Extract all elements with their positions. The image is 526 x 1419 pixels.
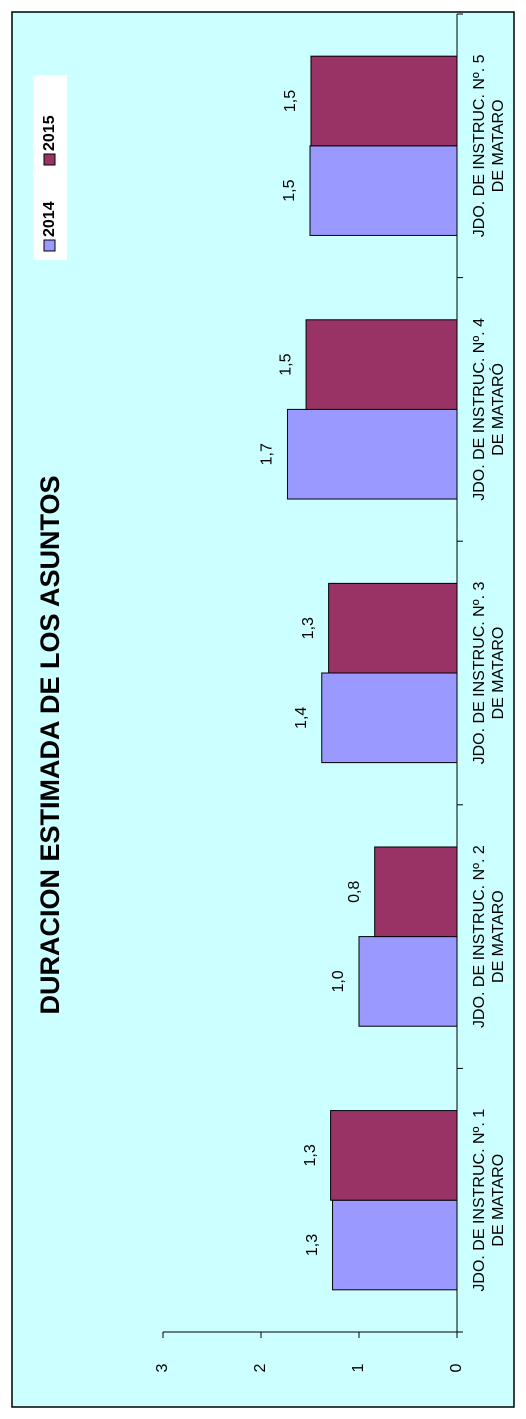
value-label: 1,7	[259, 443, 276, 465]
x-tick-label: JDO. DE INSTRUC. Nº. 4	[471, 318, 488, 501]
bar	[305, 319, 458, 410]
y-tick-label: 3	[154, 1363, 171, 1372]
value-label: 1,5	[281, 179, 298, 201]
x-tick-label: JDO. DE INSTRUC. Nº. 1	[471, 1109, 488, 1292]
x-tick-label: DE MATARÓ	[488, 363, 507, 456]
value-label: 0,8	[346, 881, 363, 903]
legend-swatch	[43, 153, 56, 166]
bar	[310, 55, 458, 147]
value-label: 1,5	[277, 353, 294, 375]
x-tick-label: JDO. DE INSTRUC. Nº. 5	[471, 54, 488, 237]
bar	[309, 145, 458, 236]
x-tick-label: DE MATARO	[490, 890, 507, 983]
x-tick-label: JDO. DE INSTRUC. Nº. 3	[471, 582, 488, 765]
value-label: 1,3	[304, 1234, 321, 1256]
bar	[330, 1110, 458, 1201]
bar	[321, 672, 458, 764]
rotated-chart: DURACION ESTIMADA DE LOS ASUNTOS 0 1 2 3 JDO…	[11, 11, 515, 1408]
value-label: 1,5	[282, 90, 299, 112]
legend-box	[33, 75, 67, 260]
legend-swatch	[43, 239, 56, 252]
chart-title: DURACION ESTIMADA DE LOS ASUNTOS	[35, 475, 65, 1014]
legend-label: 2015	[41, 115, 58, 151]
x-tick-label: JDO. DE INSTRUC. Nº. 2	[471, 845, 488, 1028]
bar	[358, 936, 458, 1027]
x-tick-label: DE MATARO	[490, 99, 507, 192]
value-label: 1,4	[293, 707, 310, 729]
bar	[286, 408, 458, 500]
y-tick-label: 0	[448, 1363, 465, 1372]
bar	[328, 582, 458, 674]
value-label: 1,3	[302, 1144, 319, 1166]
bar	[374, 846, 458, 938]
y-tick-label: 2	[252, 1363, 269, 1372]
value-label: 1,3	[300, 617, 317, 639]
value-label: 1,0	[330, 970, 347, 992]
x-tick-label: DE MATARO	[490, 1154, 507, 1247]
y-tick-label: 1	[350, 1363, 367, 1372]
legend-label: 2014	[41, 201, 58, 237]
x-tick-label: DE MATARO	[490, 627, 507, 720]
bar	[332, 1199, 458, 1291]
